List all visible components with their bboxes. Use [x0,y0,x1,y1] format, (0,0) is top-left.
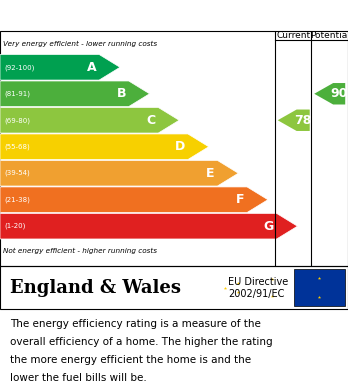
Text: the more energy efficient the home is and the: the more energy efficient the home is an… [10,355,252,365]
Text: D: D [175,140,185,153]
Text: EU Directive: EU Directive [228,277,288,287]
Text: Very energy efficient - lower running costs: Very energy efficient - lower running co… [3,41,158,47]
Text: F: F [236,193,244,206]
Text: 78: 78 [294,114,312,127]
Text: A: A [87,61,96,74]
Text: C: C [147,114,156,127]
Polygon shape [314,83,345,104]
Text: Potential: Potential [310,31,348,40]
Polygon shape [0,54,120,80]
Polygon shape [278,109,310,131]
Text: overall efficiency of a home. The higher the rating: overall efficiency of a home. The higher… [10,337,273,347]
Text: B: B [117,87,126,100]
Polygon shape [0,108,179,133]
Text: Not energy efficient - higher running costs: Not energy efficient - higher running co… [3,248,158,254]
Text: (92-100): (92-100) [4,64,34,70]
Text: (69-80): (69-80) [4,117,30,124]
Text: (21-38): (21-38) [4,196,30,203]
Text: (81-91): (81-91) [4,90,30,97]
Polygon shape [0,81,150,106]
Text: Energy Efficiency Rating: Energy Efficiency Rating [10,8,220,23]
Text: (55-68): (55-68) [4,143,30,150]
Text: (1-20): (1-20) [4,223,25,230]
Polygon shape [0,160,238,186]
Text: England & Wales: England & Wales [10,278,181,296]
Text: (39-54): (39-54) [4,170,30,176]
Text: G: G [264,220,274,233]
Polygon shape [0,187,268,212]
Bar [294,269,345,306]
Text: lower the fuel bills will be.: lower the fuel bills will be. [10,373,147,383]
Text: Current: Current [276,31,310,40]
Polygon shape [0,213,298,239]
Polygon shape [0,134,209,160]
Text: The energy efficiency rating is a measure of the: The energy efficiency rating is a measur… [10,319,261,329]
Text: 90: 90 [331,87,348,100]
Text: E: E [206,167,215,180]
Text: 2002/91/EC: 2002/91/EC [228,289,284,299]
